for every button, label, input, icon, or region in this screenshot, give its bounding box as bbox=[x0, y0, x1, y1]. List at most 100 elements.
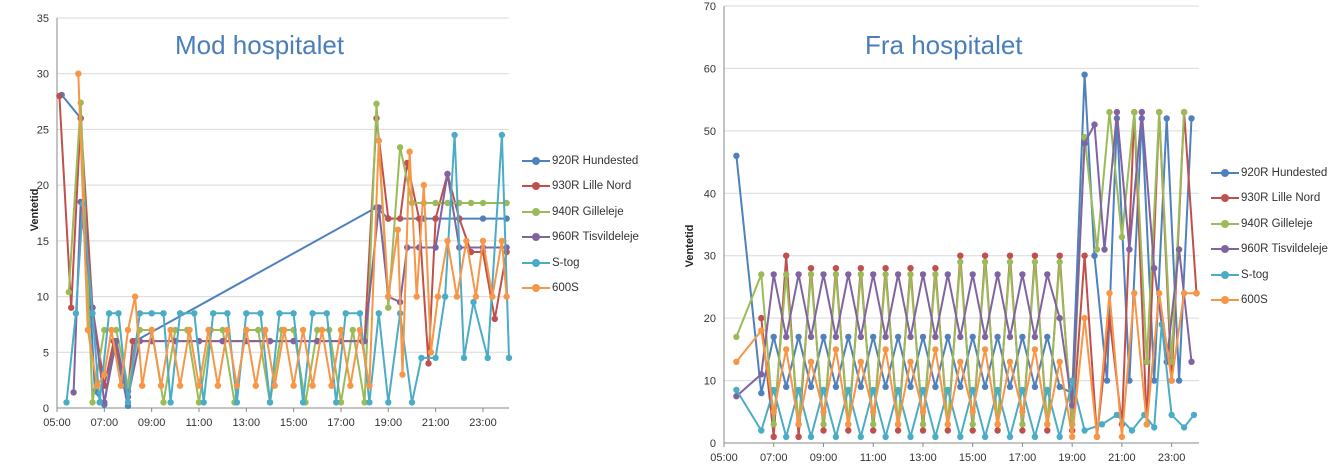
data-point bbox=[969, 333, 976, 341]
data-point bbox=[1044, 333, 1051, 341]
y-tick-label: 15 bbox=[37, 236, 49, 248]
data-point bbox=[1131, 290, 1138, 297]
data-point bbox=[857, 333, 864, 341]
legend-item-940r-gilleleje: 940R Gilleleje bbox=[1211, 211, 1328, 237]
data-point bbox=[807, 383, 815, 390]
data-point bbox=[1151, 424, 1158, 431]
legend-item-930r-lille-nord: 930R Lille Nord bbox=[1211, 186, 1328, 212]
data-point bbox=[1151, 377, 1158, 384]
data-point bbox=[857, 383, 864, 390]
data-point bbox=[323, 310, 330, 317]
data-point bbox=[1031, 346, 1039, 353]
data-point bbox=[1168, 377, 1175, 384]
data-point bbox=[758, 271, 765, 278]
data-point bbox=[820, 421, 827, 428]
data-point bbox=[969, 421, 976, 428]
legend-swatch-icon bbox=[1211, 295, 1239, 305]
x-tick-label: 07:00 bbox=[760, 452, 788, 464]
chart-title: Fra hospitalet bbox=[865, 30, 1023, 60]
data-point bbox=[957, 258, 964, 266]
legend-item-600s: 600S bbox=[1211, 288, 1328, 314]
data-point bbox=[89, 399, 96, 406]
data-point bbox=[1056, 383, 1063, 390]
data-point bbox=[870, 333, 877, 341]
data-point bbox=[795, 386, 802, 394]
y-tick-label: 40 bbox=[704, 188, 716, 200]
data-point bbox=[113, 326, 120, 334]
data-point bbox=[243, 326, 250, 334]
data-point bbox=[427, 349, 435, 356]
data-point bbox=[1180, 108, 1188, 116]
series-s-tog bbox=[63, 131, 513, 406]
data-point bbox=[105, 310, 113, 317]
data-point bbox=[491, 315, 498, 323]
data-point bbox=[1143, 358, 1150, 365]
data-point bbox=[1156, 108, 1163, 116]
x-tick-label: 21:00 bbox=[1108, 452, 1136, 464]
data-point bbox=[333, 399, 340, 406]
data-point bbox=[770, 433, 777, 440]
data-point bbox=[1180, 424, 1188, 431]
data-point bbox=[314, 326, 321, 334]
data-point bbox=[1069, 402, 1076, 409]
data-point bbox=[1019, 421, 1026, 428]
data-point bbox=[1193, 290, 1200, 297]
data-point bbox=[807, 433, 815, 440]
data-point bbox=[1006, 358, 1014, 365]
y-tick-label: 10 bbox=[704, 376, 716, 388]
legend-label: S-tog bbox=[552, 256, 580, 269]
data-point bbox=[870, 386, 877, 394]
data-point bbox=[770, 408, 777, 415]
data-point bbox=[214, 382, 222, 389]
data-point bbox=[463, 237, 470, 245]
data-point bbox=[1019, 427, 1026, 434]
legend-item-920r-hundested: 920R Hundested bbox=[522, 148, 639, 174]
data-point bbox=[783, 433, 790, 440]
data-point bbox=[907, 265, 914, 272]
data-point bbox=[907, 358, 914, 365]
legend-item-s-tog: S-tog bbox=[1211, 262, 1328, 288]
data-point bbox=[101, 326, 108, 334]
data-point bbox=[882, 271, 889, 278]
data-point bbox=[1019, 408, 1026, 415]
legend-swatch-icon bbox=[522, 283, 550, 293]
data-point bbox=[1044, 421, 1051, 428]
data-point bbox=[396, 144, 404, 151]
data-point bbox=[1106, 108, 1113, 116]
data-point bbox=[1044, 427, 1051, 434]
data-point bbox=[479, 237, 487, 245]
data-point bbox=[758, 371, 765, 378]
series-600s bbox=[733, 290, 1200, 440]
data-point bbox=[907, 333, 914, 341]
data-point bbox=[299, 399, 307, 406]
data-point bbox=[453, 293, 461, 300]
legend-swatch-icon bbox=[522, 207, 550, 217]
data-point bbox=[1056, 358, 1063, 365]
data-point bbox=[944, 421, 951, 428]
data-point bbox=[1081, 314, 1088, 322]
data-point bbox=[944, 386, 951, 394]
x-tick-label: 23:00 bbox=[469, 417, 497, 429]
data-point bbox=[425, 360, 432, 367]
data-point bbox=[733, 333, 740, 341]
data-point bbox=[795, 271, 802, 278]
data-point bbox=[271, 382, 278, 389]
legend-label: S-tog bbox=[1241, 268, 1269, 281]
data-point bbox=[820, 333, 827, 341]
data-point bbox=[733, 358, 740, 365]
legend-swatch-icon bbox=[1211, 244, 1239, 254]
data-point bbox=[795, 333, 802, 341]
data-point bbox=[981, 433, 989, 440]
data-point bbox=[919, 333, 927, 341]
data-point bbox=[160, 310, 167, 317]
data-point bbox=[1006, 333, 1014, 341]
data-point bbox=[1031, 333, 1039, 341]
data-point bbox=[252, 382, 259, 389]
data-point bbox=[820, 271, 827, 278]
data-point bbox=[1188, 115, 1195, 122]
data-point bbox=[233, 399, 241, 406]
chart-panel-fra-hospitalet: 0 10 20 30 40 50 60 70 05:00 07:00 09:00 11:00 13:00… bbox=[680, 0, 1335, 467]
data-point bbox=[224, 326, 231, 334]
data-point bbox=[290, 382, 297, 389]
data-point bbox=[1069, 377, 1076, 384]
